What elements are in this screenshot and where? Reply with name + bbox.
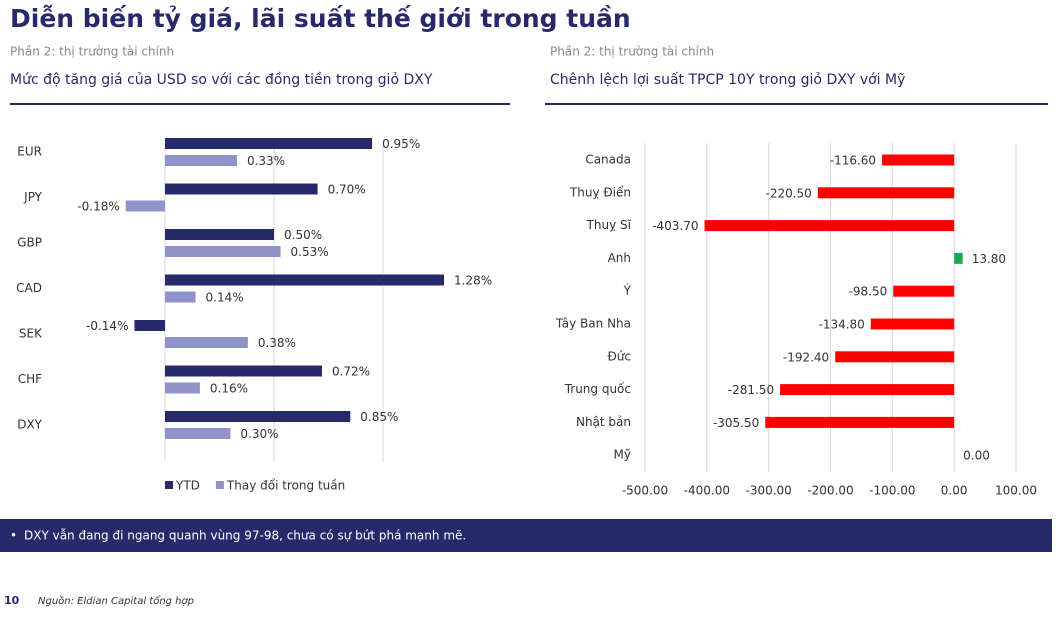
bar	[134, 320, 165, 331]
bar	[817, 187, 955, 199]
data-label: -305.50	[713, 416, 759, 430]
page-number: 10	[4, 594, 20, 607]
bar	[165, 274, 445, 286]
data-label: -134.80	[818, 318, 864, 332]
legend-swatch	[215, 481, 224, 489]
chart-subtitle: Phần 2: thị trường tài chính	[550, 45, 714, 59]
y-tick-label: EUR	[17, 145, 42, 159]
bar	[165, 138, 373, 149]
y-tick-label: Đức	[607, 349, 631, 363]
y-tick-label: Thuỵ Điển	[569, 185, 631, 199]
y-tick-label: Nhật bản	[576, 415, 631, 429]
bar	[765, 416, 955, 428]
bar	[165, 291, 196, 303]
data-label: 0.85%	[360, 410, 398, 424]
data-label: 0.72%	[332, 365, 370, 379]
data-label: 0.70%	[328, 183, 366, 197]
legend-label: Thay đổi trong tuần	[226, 479, 345, 493]
bar	[882, 154, 955, 166]
x-tick-label: -100.00	[869, 484, 915, 498]
bar	[893, 285, 955, 297]
data-label: 0.95%	[382, 137, 420, 151]
data-label: 0.53%	[291, 245, 329, 259]
data-label: 0.14%	[206, 291, 244, 305]
bar	[165, 246, 281, 257]
data-label: 0.00	[963, 449, 990, 463]
bar	[165, 155, 237, 166]
data-label: -281.50	[728, 383, 774, 397]
chart-subtitle: Phần 2: thị trường tài chính	[10, 45, 174, 59]
note: DXY vẫn đang đi ngang quanh vùng 97-98, …	[24, 529, 466, 543]
data-label: 13.80	[972, 252, 1006, 266]
y-tick-label: CHF	[18, 372, 42, 386]
data-label: -192.40	[783, 350, 829, 364]
data-label: -116.60	[830, 154, 876, 168]
y-tick-label: Ý	[623, 283, 632, 298]
bar	[954, 252, 963, 264]
y-tick-label: Trung quốc	[564, 382, 631, 396]
bullet: •	[10, 529, 17, 543]
y-tick-label: JPY	[23, 190, 43, 204]
data-label: 1.28%	[454, 274, 492, 288]
y-tick-label: GBP	[17, 236, 42, 250]
data-label: -403.70	[652, 219, 698, 233]
bar	[165, 428, 231, 439]
x-tick-label: 0.00	[941, 484, 968, 498]
y-tick-label: Thuỵ Sĩ	[586, 218, 632, 232]
y-tick-label: CAD	[16, 281, 42, 295]
x-tick-label: -300.00	[746, 484, 792, 498]
chart-title: Mức độ tăng giá của USD so với các đồng …	[10, 71, 433, 88]
data-label: -98.50	[849, 285, 888, 299]
chart-title: Chênh lệch lợi suất TPCP 10Y trong giỏ D…	[550, 72, 905, 88]
y-tick-label: DXY	[17, 418, 42, 432]
bar	[125, 200, 165, 212]
x-tick-label: -400.00	[684, 484, 730, 498]
y-tick-label: Tây Ban Nha	[555, 317, 631, 331]
bar	[835, 351, 955, 363]
bar	[165, 229, 274, 240]
bar	[165, 365, 322, 377]
data-label: -0.18%	[77, 200, 119, 214]
y-tick-label: Anh	[608, 251, 631, 265]
bar	[165, 337, 248, 348]
bar	[165, 382, 200, 394]
data-label: 0.33%	[247, 154, 285, 168]
x-tick-label: -200.00	[807, 484, 853, 498]
data-label: 0.38%	[258, 336, 296, 350]
y-tick-label: Mỹ	[614, 448, 631, 462]
legend-label: YTD	[175, 479, 200, 493]
legend-swatch	[165, 481, 173, 489]
data-label: -0.14%	[86, 319, 128, 333]
bar	[165, 183, 318, 195]
x-tick-label: 100.00	[995, 484, 1037, 498]
y-tick-label: SEK	[19, 327, 43, 341]
source: Nguồn: Eldian Capital tổng hợp	[38, 594, 194, 607]
data-label: 0.16%	[210, 382, 248, 396]
data-label: 0.50%	[284, 228, 322, 242]
page-title: Diễn biến tỷ giá, lãi suất thế giới tron…	[10, 4, 631, 33]
bar	[165, 411, 351, 422]
y-tick-label: Canada	[585, 153, 631, 167]
x-tick-label: -500.00	[622, 484, 668, 498]
bar	[704, 220, 955, 232]
bar	[870, 318, 955, 330]
data-label: -220.50	[765, 186, 811, 200]
bar	[780, 384, 955, 396]
data-label: 0.30%	[240, 427, 278, 441]
note-band	[0, 519, 1052, 552]
